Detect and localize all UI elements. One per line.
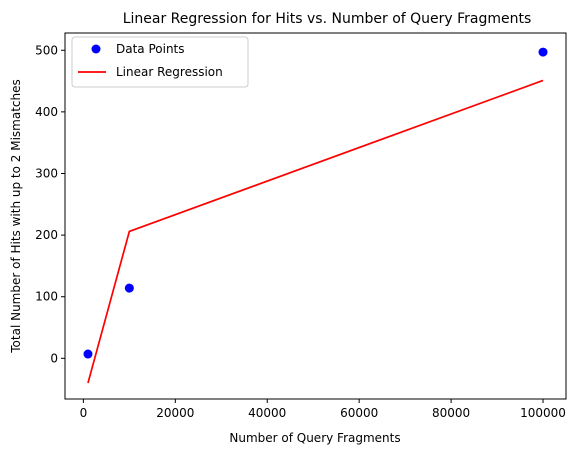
legend-marker-data-points xyxy=(91,44,101,54)
x-tick-label: 20000 xyxy=(156,406,194,420)
x-tick-label: 0 xyxy=(80,406,88,420)
data-point xyxy=(538,47,548,57)
x-tick-label: 100000 xyxy=(520,406,566,420)
y-tick-label: 200 xyxy=(35,228,58,242)
x-tick-label: 80000 xyxy=(432,406,470,420)
y-tick-label: 0 xyxy=(50,351,58,365)
series-layer xyxy=(83,47,548,384)
legend-frame xyxy=(71,36,249,88)
y-tick-label: 300 xyxy=(35,166,58,180)
y-tick-label: 400 xyxy=(35,105,58,119)
y-axis-label: Total Number of Hits with up to 2 Mismat… xyxy=(9,79,23,354)
y-axis-ticks: 0 100 200 300 400 500 xyxy=(35,43,65,365)
data-point xyxy=(124,283,134,293)
x-axis-ticks: 0 20000 40000 60000 80000 100000 xyxy=(80,399,566,420)
legend: Data Points Linear Regression xyxy=(71,36,249,88)
plot-area xyxy=(64,32,567,400)
x-tick-label: 40000 xyxy=(248,406,286,420)
y-tick-label: 100 xyxy=(35,290,58,304)
chart-title: Linear Regression for Hits vs. Number of… xyxy=(123,11,532,27)
y-tick-label: 500 xyxy=(35,43,58,57)
x-axis-label: Number of Query Fragments xyxy=(229,431,400,445)
x-tick-label: 60000 xyxy=(340,406,378,420)
regression-line xyxy=(87,79,544,384)
legend-label-data-points: Data Points xyxy=(116,42,185,56)
data-point xyxy=(83,349,93,359)
legend-label-linear-regression: Linear Regression xyxy=(116,65,223,79)
